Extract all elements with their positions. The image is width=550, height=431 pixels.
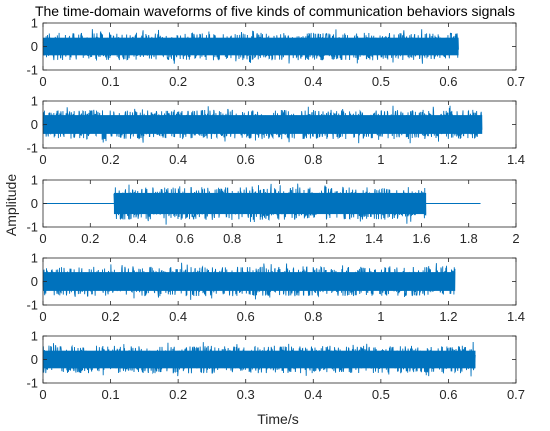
y-tick-label: 1 bbox=[31, 251, 38, 266]
y-tick-label: 0 bbox=[31, 352, 38, 367]
y-tick-label: -1 bbox=[26, 220, 38, 235]
x-tick-label: 2 bbox=[512, 231, 519, 246]
y-tick-label: 0 bbox=[31, 117, 38, 132]
y-tick-label: 0 bbox=[31, 274, 38, 289]
x-tick-label: 0.6 bbox=[176, 231, 194, 246]
x-tick-label: 0 bbox=[39, 309, 46, 324]
signal-dense-core bbox=[113, 192, 427, 215]
signal-dense-core bbox=[43, 37, 459, 56]
x-tick-label: 1.2 bbox=[439, 152, 457, 167]
x-tick-label: 0.5 bbox=[372, 387, 390, 402]
x-tick-label: 1.2 bbox=[318, 231, 336, 246]
x-tick-label: 0 bbox=[39, 152, 46, 167]
signal-dense-core bbox=[43, 115, 483, 134]
x-tick-label: 0.4 bbox=[169, 152, 187, 167]
x-tick-label: 0.1 bbox=[102, 387, 120, 402]
x-tick-label: 0.5 bbox=[372, 74, 390, 89]
x-tick-label: 0.4 bbox=[304, 387, 322, 402]
x-tick-label: 0.2 bbox=[81, 231, 99, 246]
x-tick-label: 0.8 bbox=[304, 152, 322, 167]
x-tick-label: 0.3 bbox=[237, 387, 255, 402]
x-tick-label: 0.1 bbox=[102, 74, 120, 89]
x-tick-label: 1.6 bbox=[412, 231, 430, 246]
x-tick-label: 0.6 bbox=[237, 152, 255, 167]
y-tick-label: -1 bbox=[26, 376, 38, 391]
x-tick-label: 0.6 bbox=[439, 74, 457, 89]
y-tick-label: 1 bbox=[31, 16, 38, 31]
x-tick-label: 1 bbox=[377, 152, 384, 167]
signal-dense-core bbox=[43, 272, 456, 291]
subplot-1: 0 0.1 0.2 0.3 0.4 0.5 0.6 0.7-101 bbox=[26, 16, 525, 90]
x-tick-label: 1.4 bbox=[507, 152, 525, 167]
x-tick-label: 0.7 bbox=[507, 74, 525, 89]
y-tick-label: -1 bbox=[26, 63, 38, 78]
y-tick-label: 1 bbox=[31, 329, 38, 344]
subplot-4: 0 0.2 0.4 0.6 0.8 1 1.2 1.4-101 bbox=[26, 251, 525, 325]
x-tick-label: 0.8 bbox=[223, 231, 241, 246]
x-tick-label: 0.4 bbox=[169, 309, 187, 324]
x-tick-label: 1.4 bbox=[507, 309, 525, 324]
x-tick-label: 0.3 bbox=[237, 74, 255, 89]
x-tick-label: 1.2 bbox=[439, 309, 457, 324]
x-tick-label: 0.2 bbox=[169, 74, 187, 89]
x-axis-label: Time/s bbox=[257, 411, 298, 427]
y-tick-label: 1 bbox=[31, 94, 38, 109]
y-tick-label: -1 bbox=[26, 298, 38, 313]
x-tick-label: 0 bbox=[39, 231, 46, 246]
y-tick-label: 0 bbox=[31, 196, 38, 211]
x-tick-label: 0.4 bbox=[304, 74, 322, 89]
x-tick-label: 0.4 bbox=[129, 231, 147, 246]
y-tick-label: 0 bbox=[31, 39, 38, 54]
x-tick-label: 0 bbox=[39, 74, 46, 89]
x-tick-label: 0.2 bbox=[102, 152, 120, 167]
x-tick-label: 0.8 bbox=[304, 309, 322, 324]
x-tick-label: 0.6 bbox=[237, 309, 255, 324]
x-tick-label: 0.7 bbox=[507, 387, 525, 402]
y-tick-label: -1 bbox=[26, 141, 38, 156]
subplot-3: 0 0.2 0.4 0.6 0.8 1 1.2 1.4 1.6 1.8 2-101 bbox=[26, 173, 519, 247]
x-tick-label: 0 bbox=[39, 387, 46, 402]
x-tick-label: 1 bbox=[377, 309, 384, 324]
x-tick-label: 1 bbox=[276, 231, 283, 246]
subplot-2: 0 0.2 0.4 0.6 0.8 1 1.2 1.4-101 bbox=[26, 94, 525, 168]
x-tick-label: 1.8 bbox=[460, 231, 478, 246]
x-tick-label: 0.6 bbox=[439, 387, 457, 402]
x-tick-label: 0.2 bbox=[102, 309, 120, 324]
y-tick-label: 1 bbox=[31, 173, 38, 188]
figure-title: The time-domain waveforms of five kinds … bbox=[35, 3, 515, 19]
subplot-5: 0 0.1 0.2 0.3 0.4 0.5 0.6 0.7-101 bbox=[26, 329, 525, 403]
x-tick-label: 0.2 bbox=[169, 387, 187, 402]
y-axis-label: Amplitude bbox=[3, 174, 19, 236]
x-tick-label: 1.4 bbox=[365, 231, 383, 246]
signal-dense-core bbox=[43, 350, 476, 369]
